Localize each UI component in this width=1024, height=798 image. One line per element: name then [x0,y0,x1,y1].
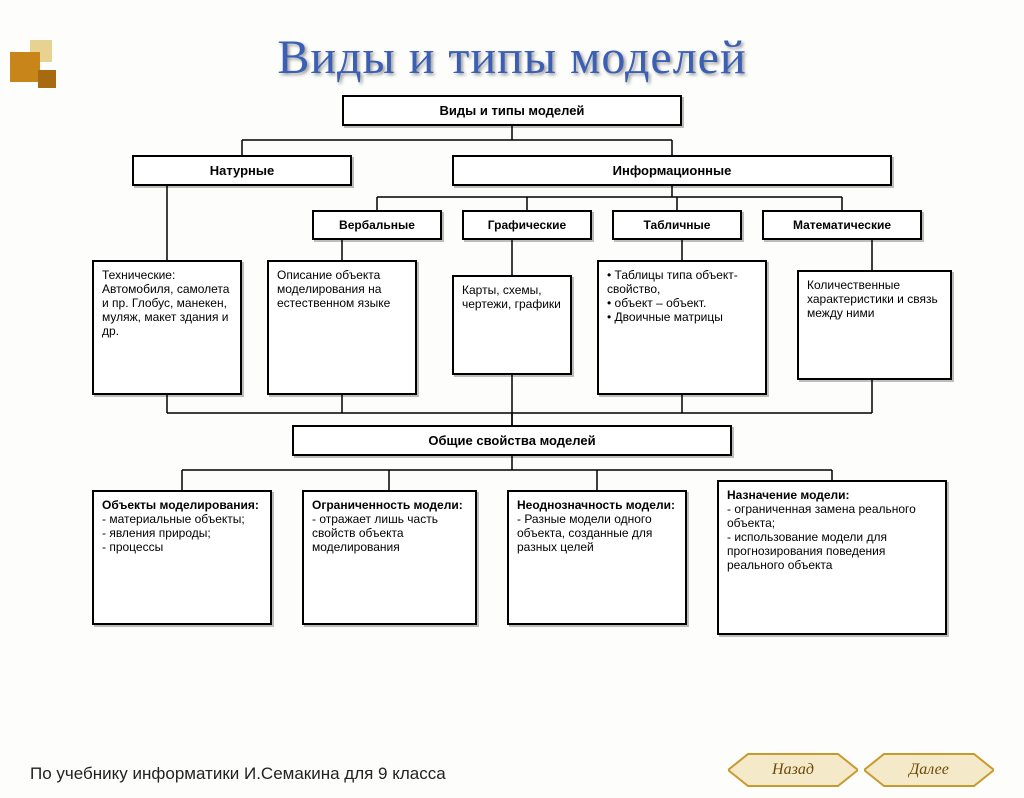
node-verbal: Вербальные [312,210,442,240]
node-root: Виды и типы моделей [342,95,682,126]
prop-purpose: Назначение модели:- ограниченная замена … [717,480,947,635]
prop-objects: Объекты моделирования:- материальные объ… [92,490,272,625]
corner-decoration [10,40,70,100]
node-natural: Натурные [132,155,352,186]
next-button[interactable]: Далее [864,752,994,788]
node-math: Математические [762,210,922,240]
back-button-label: Назад [772,761,814,779]
nav-controls: Назад Далее [728,752,994,788]
back-button[interactable]: Назад [728,752,858,788]
leaf-graphic: Карты, схемы, чертежи, графики [452,275,572,375]
node-tabular: Табличные [612,210,742,240]
diagram-container: Виды и типы моделей Натурные Информацион… [32,95,992,655]
node-informational: Информационные [452,155,892,186]
leaf-technical: Технические: Автомобиля, самолета и пр. … [92,260,242,395]
prop-ambiguity: Неоднозначность модели:- Разные модели о… [507,490,687,625]
footer-text: По учебнику информатики И.Семакина для 9… [30,764,446,784]
node-properties: Общие свойства моделей [292,425,732,456]
next-button-label: Далее [909,761,949,779]
page-title: Виды и типы моделей [0,30,1024,85]
leaf-math: Количественные характеристики и связь ме… [797,270,952,380]
prop-limited: Ограниченность модели:- отражает лишь ча… [302,490,477,625]
leaf-verbal: Описание объекта моделирования на естест… [267,260,417,395]
leaf-tabular: • Таблицы типа объект-свойство, • объект… [597,260,767,395]
node-graphic: Графические [462,210,592,240]
